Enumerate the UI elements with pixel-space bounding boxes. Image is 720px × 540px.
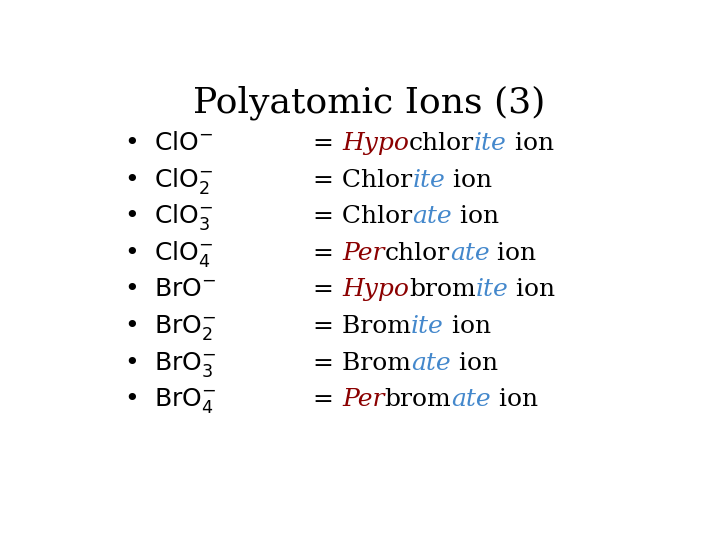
Text: ite: ite (413, 168, 445, 192)
Text: ate: ate (413, 205, 452, 228)
Text: ion: ion (444, 315, 491, 338)
Text: = Chlor: = Chlor (313, 168, 413, 192)
Text: •: • (125, 205, 139, 228)
Text: Per: Per (342, 242, 384, 265)
Text: = Brom: = Brom (313, 315, 411, 338)
Text: •: • (125, 132, 139, 155)
Text: $\mathregular{BrO}^{-}$: $\mathregular{BrO}^{-}$ (154, 278, 216, 301)
Text: ion: ion (507, 132, 554, 155)
Text: =: = (313, 242, 342, 265)
Text: = Brom: = Brom (313, 352, 411, 375)
Text: ate: ate (411, 352, 451, 375)
Text: $\mathregular{BrO}_{3}^{-}$: $\mathregular{BrO}_{3}^{-}$ (154, 349, 216, 379)
Text: Polyatomic Ions (3): Polyatomic Ions (3) (193, 85, 545, 120)
Text: ate: ate (451, 388, 491, 411)
Text: brom: brom (384, 388, 451, 411)
Text: $\mathregular{BrO}_{2}^{-}$: $\mathregular{BrO}_{2}^{-}$ (154, 313, 216, 342)
Text: •: • (125, 388, 139, 411)
Text: ite: ite (411, 315, 444, 338)
Text: $\mathregular{ClO}_{3}^{-}$: $\mathregular{ClO}_{3}^{-}$ (154, 202, 213, 232)
Text: Hypo: Hypo (342, 132, 409, 155)
Text: •: • (125, 168, 139, 192)
Text: $\mathregular{ClO}_{2}^{-}$: $\mathregular{ClO}_{2}^{-}$ (154, 166, 213, 195)
Text: ion: ion (491, 388, 538, 411)
Text: ion: ion (451, 352, 498, 375)
Text: =: = (313, 132, 342, 155)
Text: ion: ion (508, 279, 555, 301)
Text: ite: ite (474, 132, 507, 155)
Text: •: • (125, 352, 139, 375)
Text: brom: brom (409, 279, 476, 301)
Text: •: • (125, 279, 139, 301)
Text: $\mathregular{BrO}_{4}^{-}$: $\mathregular{BrO}_{4}^{-}$ (154, 386, 216, 415)
Text: ite: ite (476, 279, 508, 301)
Text: ate: ate (450, 242, 490, 265)
Text: chlor: chlor (409, 132, 474, 155)
Text: $\mathregular{ClO}_{4}^{-}$: $\mathregular{ClO}_{4}^{-}$ (154, 239, 213, 269)
Text: ion: ion (445, 168, 492, 192)
Text: =: = (313, 388, 342, 411)
Text: ion: ion (452, 205, 499, 228)
Text: ion: ion (490, 242, 536, 265)
Text: = Chlor: = Chlor (313, 205, 413, 228)
Text: Hypo: Hypo (342, 279, 409, 301)
Text: =: = (313, 279, 342, 301)
Text: $\mathregular{ClO}^{-}$: $\mathregular{ClO}^{-}$ (154, 131, 213, 155)
Text: Per: Per (342, 388, 384, 411)
Text: •: • (125, 242, 139, 265)
Text: chlor: chlor (384, 242, 450, 265)
Text: •: • (125, 315, 139, 338)
